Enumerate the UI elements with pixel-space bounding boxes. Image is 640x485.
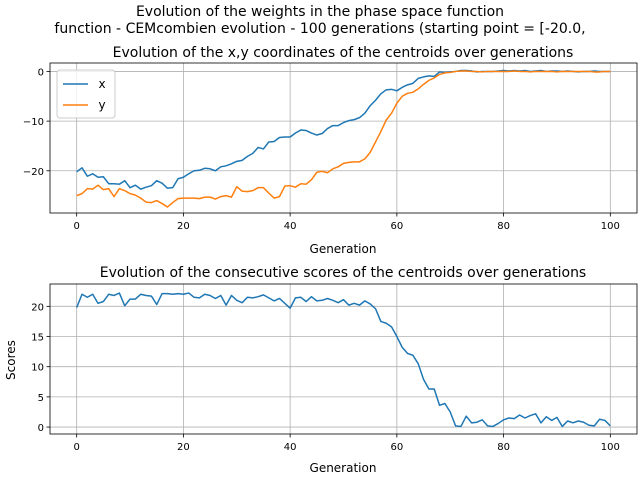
scores-chart-ylabel: Scores (4, 340, 18, 380)
scores-chart-ytick-label: 5 (38, 393, 44, 404)
coordinates-chart-ytick-label: 0 (38, 67, 44, 78)
coordinates-chart-ytick-label: −20 (23, 167, 44, 178)
coordinates-chart-xtick-label: 60 (390, 221, 403, 232)
scores-chart-xtick-label: 100 (601, 442, 620, 453)
scores-chart-title: Evolution of the consecutive scores of t… (100, 265, 586, 281)
scores-chart-xtick-label: 80 (497, 442, 510, 453)
scores-chart-ytick-label: 20 (31, 302, 44, 313)
scores-chart-xlabel: Generation (310, 461, 377, 475)
coordinates-chart-xtick-label: 100 (601, 221, 620, 232)
coordinates-chart-xlabel: Generation (310, 242, 377, 256)
scores-chart-xtick-label: 20 (177, 442, 190, 453)
coordinates-chart-title: Evolution of the x,y coordinates of the … (113, 45, 574, 61)
coordinates-chart-plot-frame (49, 62, 638, 214)
scores-chart-xtick-label: 40 (284, 442, 297, 453)
coordinates-chart-legend: xy (56, 69, 116, 119)
coordinates-chart-ytick-label: −10 (23, 117, 44, 128)
coordinates-chart-xtick-label: 40 (284, 221, 297, 232)
coordinates-chart-xtick-label: 80 (497, 221, 510, 232)
scores-chart-ytick-label: 0 (38, 423, 44, 434)
figure-suptitle-line2: function - CEMcombien evolution - 100 ge… (54, 21, 585, 37)
legend-frame (56, 69, 116, 119)
scores-chart-xtick-label: 0 (73, 442, 79, 453)
coordinates-chart-series-line-y (76, 70, 611, 208)
coordinates-chart: Evolution of the x,y coordinates of the … (23, 45, 638, 256)
coordinates-chart-xtick-label: 0 (73, 221, 79, 232)
figure-suptitle-line1: Evolution of the weights in the phase sp… (136, 4, 504, 20)
scores-chart-ytick-label: 15 (31, 333, 44, 344)
scores-chart-plot-frame (49, 283, 638, 435)
scores-chart-series-line-scores (75, 292, 611, 428)
legend-label-x: x (98, 77, 105, 91)
scores-chart-xtick-label: 60 (390, 442, 403, 453)
coordinates-chart-xtick-label: 20 (177, 221, 190, 232)
scores-chart-ytick-label: 10 (31, 363, 44, 374)
legend-label-y: y (98, 98, 105, 112)
scores-chart: Evolution of the consecutive scores of t… (4, 265, 638, 475)
